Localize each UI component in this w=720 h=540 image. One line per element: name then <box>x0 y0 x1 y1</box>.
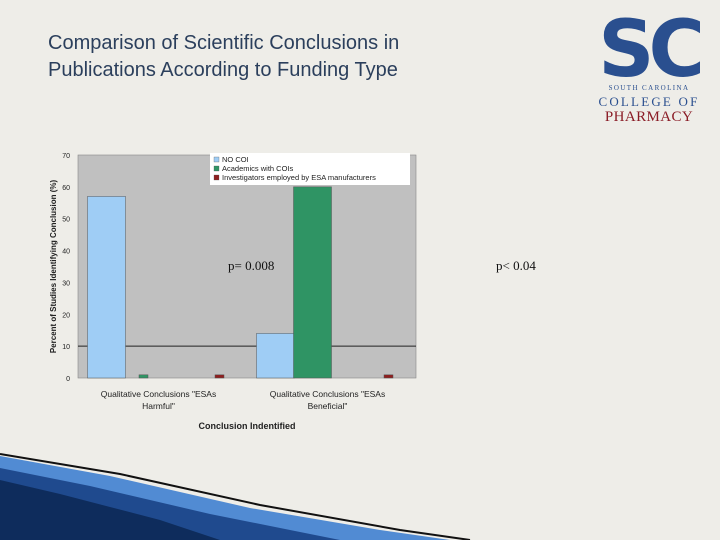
legend-entry-1: NO COI <box>222 155 249 164</box>
y-tick-label: 30 <box>62 280 70 287</box>
legend-swatch-3 <box>213 174 220 181</box>
y-tick-label: 70 <box>62 153 70 160</box>
sc-logo-mark: SC <box>598 14 700 80</box>
p-value-beneficial: p< 0.04 <box>496 258 536 273</box>
bar-1-cat-2 <box>256 333 295 379</box>
legend-swatch-2 <box>213 165 220 172</box>
college-logo: SC SOUTH CAROLINA COLLEGE OF PHARMACY <box>596 14 702 125</box>
slide-title: Comparison of Scientific Conclusions in … <box>48 30 518 84</box>
legend-swatch-1 <box>213 156 220 163</box>
sc-logo-letters: SC <box>598 14 700 80</box>
logo-line-south-carolina: SOUTH CAROLINA <box>608 84 690 92</box>
y-tick-label: 50 <box>62 217 70 224</box>
p-value-harmful: p= 0.008 <box>228 258 275 273</box>
title-line-2: Publications According to Funding Type <box>48 59 398 81</box>
y-tick-label: 40 <box>62 249 70 256</box>
bar-2-cat-1 <box>138 374 149 379</box>
x-tick-label: Qualitative Conclusions "ESAs <box>270 389 385 399</box>
title-line-1: Comparison of Scientific Conclusions in <box>48 32 400 54</box>
logo-line-college-of: COLLEGE OF <box>598 94 700 109</box>
bar-3-cat-1 <box>214 374 225 379</box>
bar-3-cat-2 <box>383 374 394 379</box>
y-tick-label: 60 <box>62 185 70 192</box>
y-tick-label: 0 <box>66 376 70 383</box>
x-tick-label: Harmful" <box>142 401 175 411</box>
y-axis-title: Percent of Studies Identifying Conclusio… <box>49 179 58 353</box>
bar-1-cat-1 <box>87 196 126 379</box>
x-tick-label: Beneficial" <box>308 401 348 411</box>
plot-area <box>77 154 417 379</box>
legend-box <box>210 153 410 185</box>
legend-entry-2: Academics with COIs <box>222 164 294 173</box>
x-axis-title: Conclusion Indentified <box>199 421 296 431</box>
x-tick-label: Qualitative Conclusions "ESAs <box>101 389 216 399</box>
y-tick-label: 20 <box>62 312 70 319</box>
legend-entry-3: Investigators employed by ESA manufactur… <box>222 173 376 182</box>
logo-line-pharmacy: PHARMACY <box>604 109 694 125</box>
y-tick-label: 10 <box>62 344 70 351</box>
bar-2-cat-2 <box>293 186 332 379</box>
